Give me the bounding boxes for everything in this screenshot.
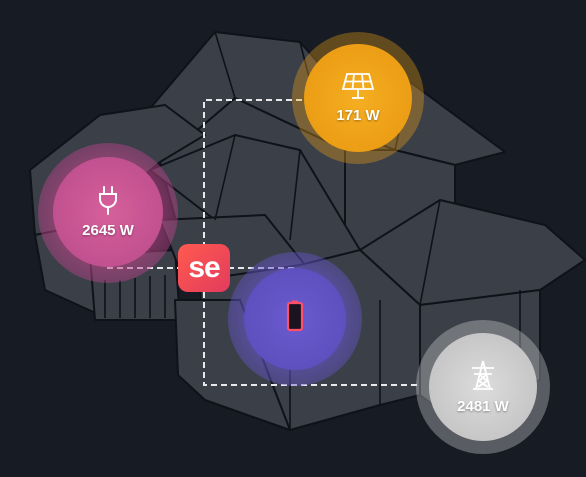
grid-value: 2481 W <box>457 398 509 415</box>
solar-value: 171 W <box>336 107 380 124</box>
solar-panel-icon <box>341 72 375 105</box>
power-tower-icon <box>469 359 497 396</box>
flow-line-solar <box>203 99 312 262</box>
brand-logo-text: se <box>188 251 220 284</box>
battery-node[interactable] <box>244 268 346 370</box>
grid-node[interactable]: 2481 W <box>429 333 537 441</box>
flow-line-grid <box>203 292 420 386</box>
battery-icon <box>286 300 304 337</box>
brand-logo[interactable]: se <box>178 244 230 292</box>
solar-node[interactable]: 171 W <box>304 44 412 152</box>
consumption-node[interactable]: 2645 W <box>53 157 163 267</box>
consumption-value: 2645 W <box>82 222 134 239</box>
plug-icon <box>98 185 118 220</box>
